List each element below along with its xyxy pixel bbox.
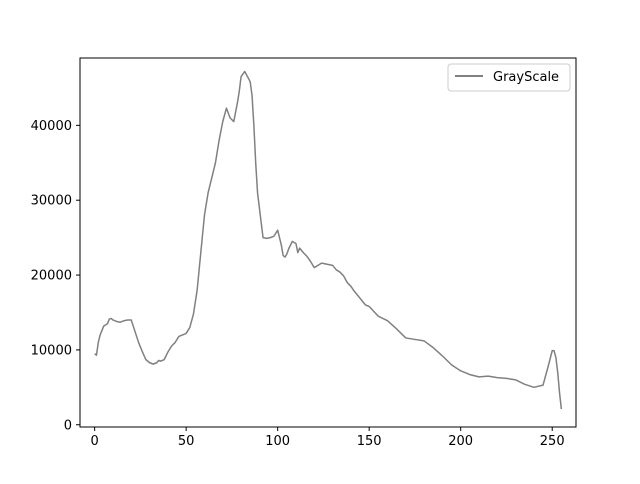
series-layer	[94, 70, 563, 410]
y-tick-label: 0	[64, 418, 72, 433]
x-axis: 0 50 100 150 200 250	[91, 427, 565, 449]
x-tick-label: 150	[357, 434, 382, 449]
x-tick-label: 0	[91, 434, 99, 449]
y-tick-label: 40000	[31, 119, 72, 134]
x-tick-label: 100	[265, 434, 290, 449]
legend-label: GrayScale	[493, 70, 559, 85]
x-tick-label: 250	[540, 434, 565, 449]
legend: GrayScale	[447, 63, 571, 92]
legend-box	[447, 63, 571, 92]
series-line-0	[94, 70, 563, 410]
y-tick-label: 30000	[31, 194, 72, 209]
x-tick-label: 50	[178, 434, 195, 449]
x-tick-label: 200	[448, 434, 473, 449]
y-tick-label: 10000	[31, 343, 72, 358]
y-tick-label: 20000	[31, 269, 72, 284]
y-axis: 0 10000 20000 30000 40000	[31, 119, 80, 433]
plot-area	[80, 58, 576, 427]
plot-frame	[79, 57, 577, 428]
